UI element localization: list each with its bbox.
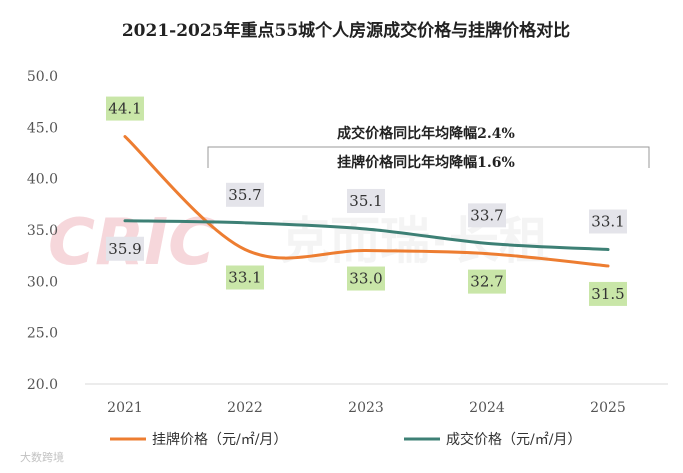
legend-item-deal: 成交价格（元/㎡/月） [404,431,581,448]
legend: 挂牌价格（元/㎡/月） 成交价格（元/㎡/月） [110,431,581,448]
y-axis: 20.0 25.0 30.0 35.0 40.0 45.0 50.0 [27,69,58,393]
data-label-bg [468,269,506,294]
data-label-text: 35.7 [228,186,261,204]
x-tick-label: 2023 [348,400,384,416]
legend-label-deal: 成交价格（元/㎡/月） [446,431,581,448]
watermark: CRIC 克而瑞·长租 大数跨境 [20,206,549,464]
data-label-bg [226,265,264,290]
data-label-listing: 31.5 [589,281,627,306]
x-tick-label: 2022 [227,400,263,416]
chart-title: 2021-2025年重点55城个人房源成交价格与挂牌价格对比 [122,20,570,41]
y-tick-label: 45.0 [27,120,58,136]
data-label-text: 35.1 [349,192,382,210]
data-label-text: 33.1 [591,213,624,231]
data-label-text: 31.5 [591,285,624,303]
annotation-listing-price: 挂牌价格同比年均降幅1.6% [337,154,515,171]
x-axis: 2021 2022 2023 2024 2025 [107,400,626,416]
y-tick-label: 30.0 [27,274,58,290]
y-tick-label: 50.0 [27,69,58,85]
data-label-listing: 33.1 [226,265,264,290]
data-label-deal: 35.7 [226,182,264,207]
y-tick-label: 25.0 [27,326,58,342]
data-label-bg [468,203,506,228]
legend-item-listing: 挂牌价格（元/㎡/月） [110,431,287,448]
y-tick-label: 35.0 [27,223,58,239]
data-label-bg [589,209,627,234]
annotation-bracket: 成交价格同比年均降幅2.4% 挂牌价格同比年均降幅1.6% [207,125,650,171]
legend-label-listing: 挂牌价格（元/㎡/月） [152,431,287,448]
data-label-bg [589,281,627,306]
data-label-listing: 32.7 [468,269,506,294]
x-tick-label: 2024 [469,400,505,416]
series-line-listing [123,135,610,268]
data-label-text: 44.1 [108,100,141,118]
data-label-text: 33.1 [228,269,261,287]
annotation-deal-price: 成交价格同比年均降幅2.4% [337,125,515,142]
data-label-text: 32.7 [470,273,503,291]
data-labels: 44.1 33.1 33.0 32.7 31.5 35.9 35.7 35.1 33.7 33.1 [106,96,627,306]
watermark-source: 大数跨境 [20,450,64,464]
data-label-deal: 35.9 [106,236,144,261]
data-label-deal: 33.7 [468,203,506,228]
x-tick-label: 2021 [107,400,143,416]
data-label-text: 33.0 [349,270,382,288]
data-label-bg [226,182,264,207]
y-tick-label: 40.0 [27,172,58,188]
data-label-bg [106,96,144,121]
data-label-text: 33.7 [470,206,503,224]
data-label-deal: 33.1 [589,209,627,234]
series-line-deal [123,219,610,252]
data-label-bg [347,266,385,291]
data-label-text: 35.9 [108,240,141,258]
x-tick-label: 2025 [590,400,626,416]
data-label-listing: 44.1 [106,96,144,121]
data-label-bg [106,236,144,261]
watermark-brand: 克而瑞·长租 [280,212,549,270]
data-label-bg [347,188,385,213]
series-layer [123,135,610,268]
data-label-listing: 33.0 [347,266,385,291]
data-label-deal: 35.1 [347,188,385,213]
y-tick-label: 20.0 [27,377,58,393]
